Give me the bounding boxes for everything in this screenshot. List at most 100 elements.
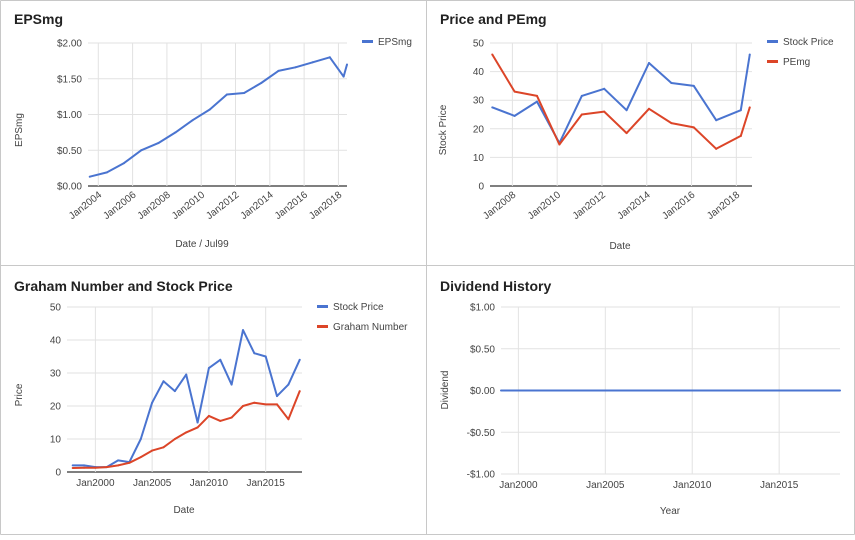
x-axis-title: Date bbox=[609, 241, 631, 252]
data-point bbox=[105, 171, 108, 174]
data-point bbox=[739, 134, 742, 137]
data-point bbox=[276, 403, 279, 406]
y-tick-label: 20 bbox=[473, 124, 485, 135]
data-point bbox=[196, 426, 199, 429]
x-tick-labels: Jan2008 Jan2010 Jan2012 Jan2014 Jan2016 Jan20… bbox=[481, 189, 742, 222]
data-point bbox=[140, 149, 143, 152]
x-tick-label: Jan2012 bbox=[204, 189, 241, 222]
chart-title: Price and PEmg bbox=[440, 11, 547, 27]
x-tick-label: Jan2012 bbox=[571, 189, 608, 222]
data-point bbox=[162, 446, 165, 449]
data-point bbox=[603, 87, 606, 90]
data-point bbox=[739, 109, 742, 112]
data-point bbox=[342, 75, 345, 78]
x-tick-label: Jan2016 bbox=[660, 189, 697, 222]
x-tick-label: Jan2005 bbox=[586, 480, 625, 491]
y-tick-label: 30 bbox=[473, 96, 485, 107]
legend-label: Stock Price bbox=[783, 37, 834, 48]
y-tick-label: 10 bbox=[473, 153, 485, 164]
data-point bbox=[139, 438, 142, 440]
x-tick-label: Jan2014 bbox=[616, 189, 653, 222]
y-tick-label: 0 bbox=[55, 468, 61, 479]
y-tick-label: $0.50 bbox=[470, 344, 495, 355]
data-point bbox=[276, 395, 279, 398]
legend-label: EPSmg bbox=[378, 37, 412, 48]
x-tick-label: Jan2015 bbox=[760, 480, 799, 491]
x-tick-label: Jan2018 bbox=[705, 189, 742, 222]
data-point bbox=[748, 53, 751, 56]
y-axis-title: Stock Price bbox=[438, 104, 449, 155]
data-point bbox=[287, 383, 290, 386]
data-point bbox=[647, 107, 650, 110]
legend: EPSmg bbox=[362, 37, 412, 48]
data-point bbox=[139, 456, 142, 459]
y-tick-label: -$0.50 bbox=[467, 428, 496, 439]
data-point bbox=[151, 449, 154, 452]
data-point bbox=[174, 131, 177, 134]
y-tick-label: 40 bbox=[473, 67, 485, 78]
data-point bbox=[647, 62, 650, 65]
data-point bbox=[491, 53, 494, 56]
data-point bbox=[157, 142, 160, 145]
x-tick-label: Jan2015 bbox=[246, 478, 285, 489]
chart-graham-number-and-stock-price: Graham Number and Stock Price Jan2000 Jan… bbox=[14, 278, 408, 516]
data-point bbox=[670, 82, 673, 85]
data-point bbox=[287, 418, 290, 421]
chart-title: Graham Number and Stock Price bbox=[14, 278, 233, 294]
y-tick-label: $0.00 bbox=[57, 182, 82, 193]
legend-swatch bbox=[317, 325, 328, 328]
data-point bbox=[128, 461, 131, 464]
data-point bbox=[123, 162, 126, 165]
data-point bbox=[253, 401, 256, 404]
data-point bbox=[185, 373, 188, 376]
y-tick-label: $0.00 bbox=[470, 386, 495, 397]
data-point bbox=[277, 69, 280, 72]
data-point bbox=[625, 132, 628, 135]
data-point bbox=[513, 90, 516, 93]
data-point bbox=[88, 175, 91, 178]
x-tick-label: Jan2018 bbox=[307, 189, 344, 222]
x-tick-label: Jan2008 bbox=[136, 189, 173, 222]
y-tick-labels: $0.00 $0.50 $1.00 $1.50 $2.00 bbox=[57, 39, 82, 193]
x-tick-labels: Jan2004Jan2006Jan2008Jan2010Jan2012Jan20… bbox=[67, 189, 344, 222]
data-point bbox=[207, 367, 210, 370]
data-point bbox=[173, 390, 176, 393]
y-tick-label: $2.00 bbox=[57, 39, 82, 50]
data-point bbox=[117, 464, 120, 467]
y-tick-labels: 0 10 20 30 40 50 bbox=[473, 39, 485, 193]
legend-swatch bbox=[767, 40, 778, 43]
data-point bbox=[230, 416, 233, 419]
x-tick-label: Jan2000 bbox=[499, 480, 538, 491]
y-tick-label: $1.00 bbox=[470, 303, 495, 314]
data-point bbox=[151, 401, 154, 404]
x-tick-label: Jan2010 bbox=[526, 189, 563, 222]
data-point bbox=[241, 405, 244, 407]
legend: Stock Price PEmg bbox=[767, 37, 834, 68]
y-axis-title: Dividend bbox=[440, 371, 451, 410]
data-point bbox=[264, 403, 267, 406]
data-point bbox=[536, 100, 539, 103]
x-tick-label: Jan2005 bbox=[133, 478, 172, 489]
data-point bbox=[260, 82, 263, 85]
data-point bbox=[94, 466, 97, 469]
legend-label: Stock Price bbox=[333, 302, 384, 313]
plot-area bbox=[491, 53, 751, 150]
x-axis-title: Date / Jul99 bbox=[175, 239, 229, 250]
data-point bbox=[748, 106, 751, 109]
data-point bbox=[328, 56, 331, 59]
chart-price-and-pemg: Price and PEmg Jan2008 Jan2010 Jan2012 Jan2… bbox=[438, 11, 834, 252]
y-axis-title: Price bbox=[14, 383, 25, 406]
y-tick-labels: 0 10 20 30 40 50 bbox=[50, 303, 62, 479]
data-point bbox=[208, 108, 211, 111]
y-tick-label: 0 bbox=[478, 182, 484, 193]
data-point bbox=[173, 438, 176, 440]
data-point bbox=[191, 119, 194, 122]
data-point bbox=[196, 421, 199, 424]
legend-label: Graham Number bbox=[333, 322, 408, 333]
data-point bbox=[230, 383, 233, 386]
legend-swatch bbox=[362, 40, 373, 43]
legend: Stock Price Graham Number bbox=[317, 302, 408, 333]
data-point bbox=[185, 431, 188, 434]
